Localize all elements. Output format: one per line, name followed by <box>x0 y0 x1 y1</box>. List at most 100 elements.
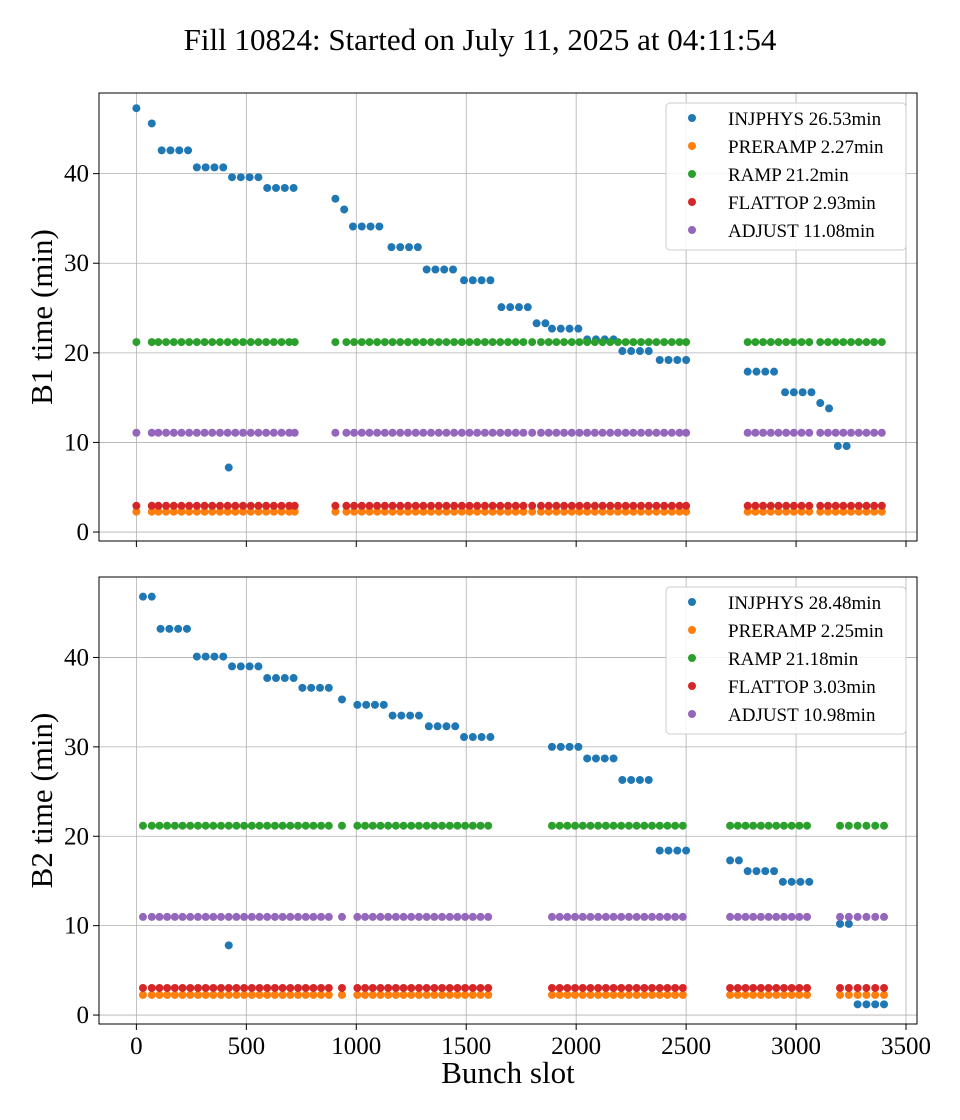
data-point <box>675 507 684 516</box>
data-point <box>480 507 489 516</box>
data-point <box>239 338 248 347</box>
data-point <box>664 846 673 855</box>
data-point <box>217 990 226 999</box>
data-point <box>368 983 377 992</box>
data-point <box>772 821 781 830</box>
data-point <box>357 507 366 516</box>
data-point <box>232 983 241 992</box>
data-point <box>555 821 564 830</box>
data-point <box>269 428 278 437</box>
data-point <box>200 501 209 510</box>
y-tick-label: 0 <box>77 1002 90 1029</box>
data-point <box>772 990 781 999</box>
data-point <box>138 912 147 921</box>
data-point <box>484 990 493 999</box>
data-point <box>789 338 798 347</box>
data-point <box>590 428 599 437</box>
data-point <box>263 674 272 683</box>
data-point <box>457 338 466 347</box>
data-point <box>726 983 735 992</box>
data-point <box>348 222 357 231</box>
data-point <box>154 507 163 516</box>
data-point <box>782 507 791 516</box>
data-point <box>201 163 210 172</box>
data-point <box>823 338 832 347</box>
data-point <box>422 821 431 830</box>
data-point <box>831 428 840 437</box>
data-point <box>854 501 863 510</box>
data-point <box>552 428 561 437</box>
data-point <box>560 428 569 437</box>
data-point <box>286 821 295 830</box>
data-point <box>193 990 202 999</box>
data-point <box>789 388 798 397</box>
x-tick-label: 0 <box>130 1033 143 1060</box>
data-point <box>177 428 186 437</box>
data-point <box>200 338 209 347</box>
data-point <box>574 742 583 751</box>
data-point <box>361 990 370 999</box>
data-point <box>342 428 351 437</box>
data-point <box>523 303 532 312</box>
data-point <box>618 347 627 356</box>
data-point <box>663 983 672 992</box>
data-point <box>280 674 289 683</box>
data-point <box>365 428 374 437</box>
data-point <box>277 501 286 510</box>
data-point <box>480 428 489 437</box>
data-point <box>617 821 626 830</box>
data-point <box>132 104 141 113</box>
data-point <box>847 507 856 516</box>
data-point <box>240 821 249 830</box>
data-point <box>224 463 233 472</box>
data-point <box>477 733 486 742</box>
data-point <box>621 428 630 437</box>
data-point <box>627 775 636 784</box>
data-point <box>606 338 615 347</box>
data-point <box>880 821 889 830</box>
data-point <box>263 912 272 921</box>
data-point <box>209 983 218 992</box>
data-point <box>667 338 676 347</box>
data-point <box>519 507 528 516</box>
data-point <box>224 821 233 830</box>
data-point <box>528 338 537 347</box>
data-point <box>476 990 485 999</box>
data-point <box>805 877 814 886</box>
data-point <box>200 428 209 437</box>
data-point <box>357 338 366 347</box>
data-point <box>465 428 474 437</box>
data-point <box>871 983 880 992</box>
data-point <box>170 990 179 999</box>
data-point <box>567 428 576 437</box>
data-point <box>239 501 248 510</box>
data-point <box>186 912 195 921</box>
data-point <box>209 821 218 830</box>
data-point <box>870 501 879 510</box>
data-point <box>547 912 556 921</box>
data-point <box>632 821 641 830</box>
data-point <box>228 173 237 182</box>
data-point <box>157 146 166 155</box>
data-point <box>761 867 770 876</box>
data-point <box>309 821 318 830</box>
data-point <box>726 856 735 865</box>
data-point <box>749 821 758 830</box>
data-point <box>663 990 672 999</box>
data-point <box>575 507 584 516</box>
data-point <box>667 428 676 437</box>
y-tick-label: 10 <box>64 913 89 940</box>
data-point <box>844 919 853 928</box>
data-point <box>240 990 249 999</box>
data-point <box>450 507 459 516</box>
data-point <box>779 990 788 999</box>
data-point <box>586 990 595 999</box>
data-point <box>627 347 636 356</box>
data-point <box>298 683 307 692</box>
data-point <box>219 652 228 661</box>
data-point <box>797 428 806 437</box>
data-point <box>165 624 174 633</box>
data-point <box>185 507 194 516</box>
data-point <box>430 983 439 992</box>
